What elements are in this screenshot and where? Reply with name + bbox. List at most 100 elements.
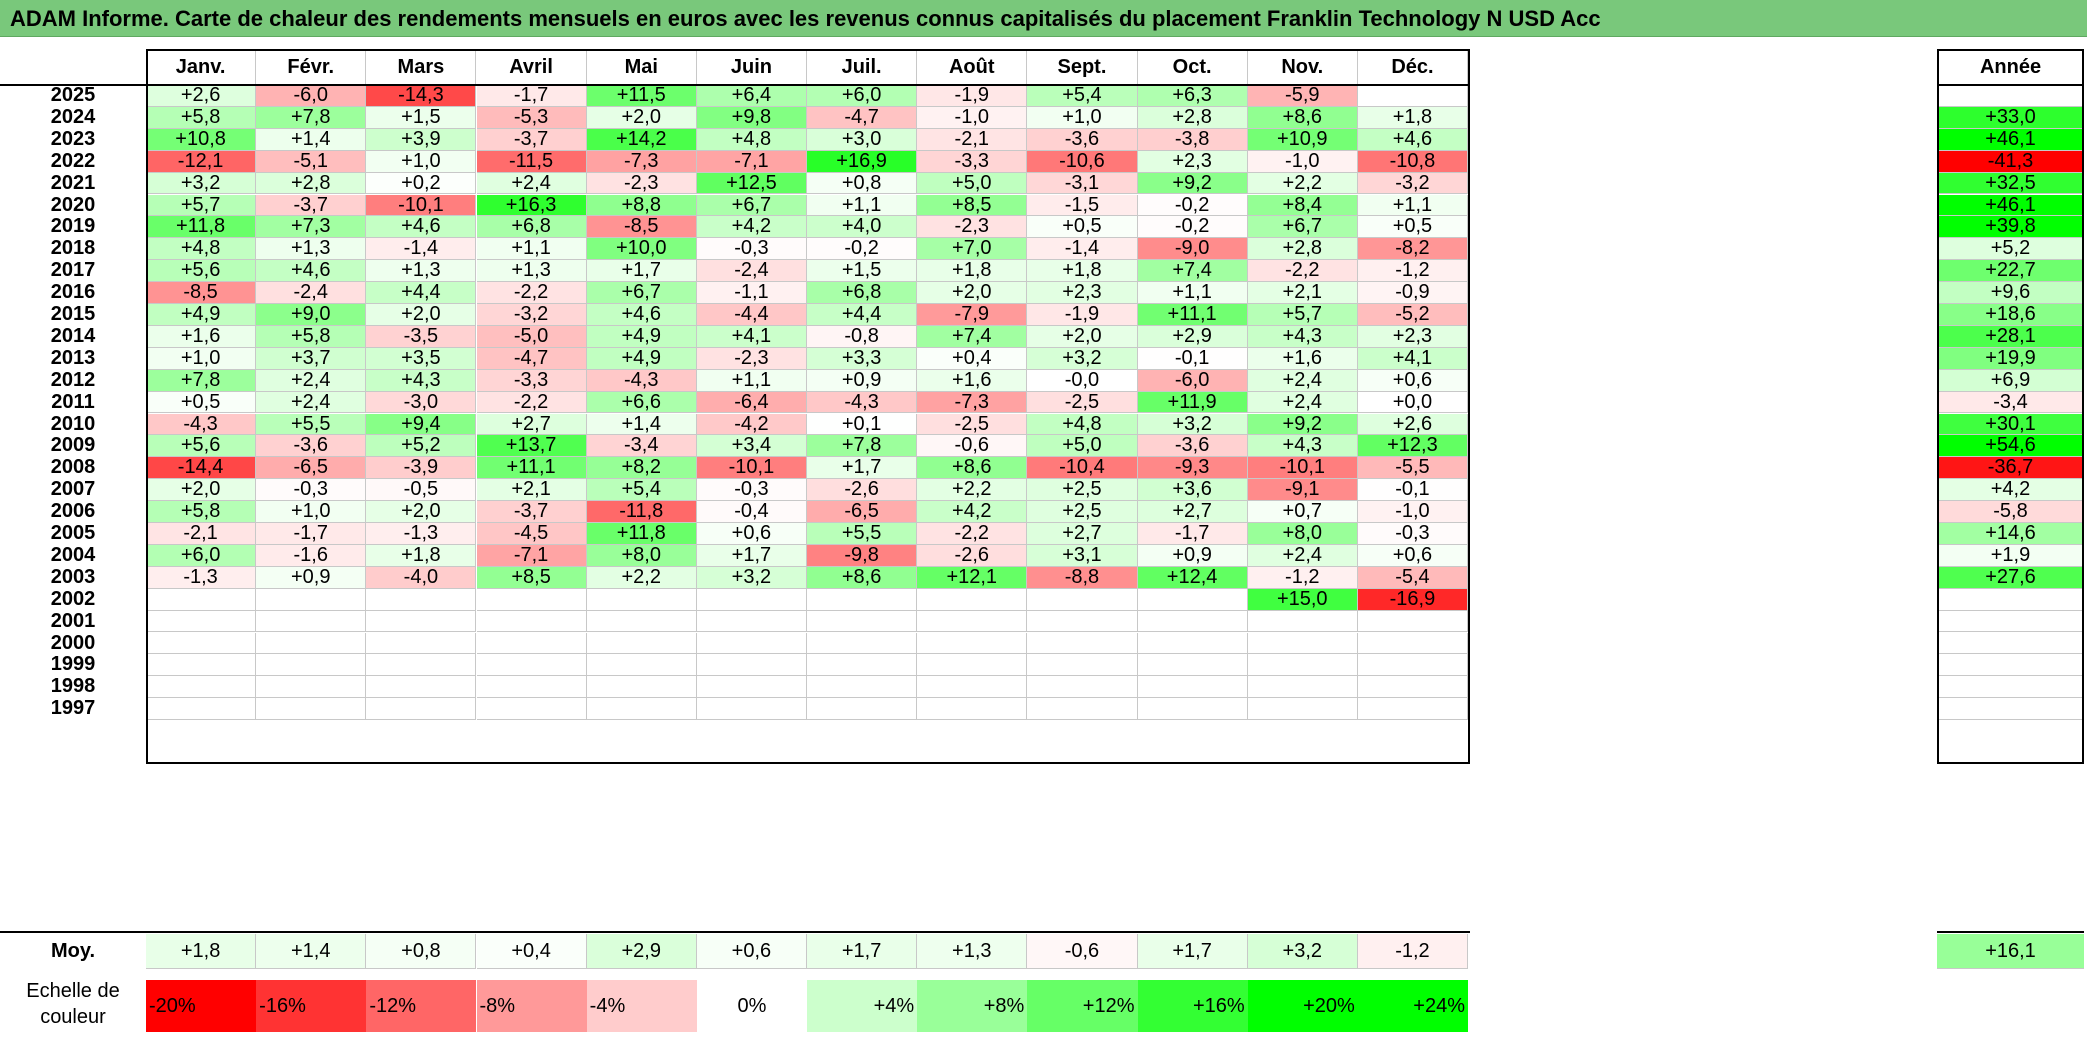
heatmap-cell: +0,5: [1357, 216, 1469, 239]
month-header: Oct.: [1138, 49, 1248, 85]
color-scale-swatch: 0%: [696, 980, 807, 1032]
heatmap-cell: +12,4: [1137, 566, 1248, 589]
heatmap-cell: +2,1: [1247, 282, 1358, 304]
heatmap-cell: -14,3: [366, 85, 477, 107]
heatmap-cell: -14,4: [146, 457, 257, 480]
heatmap-cell: +2,8: [1247, 238, 1358, 261]
heatmap-cell: +0,4: [917, 347, 1028, 370]
month-header: Août: [917, 49, 1028, 85]
heatmap-cell: [696, 632, 807, 655]
average-divider-year: [1937, 931, 2084, 933]
heatmap-cell: +1,8: [1027, 260, 1138, 283]
heatmap-cell: +7,4: [917, 325, 1028, 348]
heatmap-cell: +1,1: [1137, 282, 1248, 304]
heatmap-cell: +0,9: [256, 566, 367, 589]
heatmap-cell: +9,2: [1137, 172, 1248, 195]
heatmap-cell: +6,8: [807, 282, 918, 304]
heatmap-cell: +12,3: [1357, 435, 1469, 458]
heatmap-cell: +8,4: [1247, 194, 1358, 217]
heatmap-cell: +1,5: [807, 260, 918, 283]
heatmap-cell: [476, 632, 587, 655]
heatmap-cell: [586, 676, 697, 699]
heatmap-cell: +6,7: [696, 194, 807, 217]
heatmap-cell: +4,9: [586, 325, 697, 348]
year-label: 2007: [50, 478, 96, 501]
heatmap-cell: -8,5: [586, 216, 697, 239]
heatmap-cell: -10,1: [366, 194, 477, 217]
color-scale-label: Echelle de couleur: [0, 978, 146, 1034]
heatmap-cell: +6,0: [807, 85, 918, 107]
heatmap-cell: +2,0: [1027, 325, 1138, 348]
heatmap-cell: [1247, 676, 1358, 699]
year-label: 2016: [50, 281, 96, 304]
heatmap-cell: -4,4: [696, 304, 807, 326]
heatmap-cell: [256, 632, 367, 655]
report-title: ADAM Informe. Carte de chaleur des rende…: [0, 0, 2087, 37]
year-label: 2008: [50, 456, 96, 479]
heatmap-cell: -8,5: [146, 282, 257, 304]
heatmap-cell: -2,1: [917, 128, 1028, 151]
year-label: 2015: [50, 303, 96, 325]
heatmap-cell: [1027, 588, 1138, 611]
annual-cell: +22,7: [1937, 260, 2084, 283]
heatmap-cell: -1,3: [366, 523, 477, 545]
heatmap-cell: [1247, 698, 1358, 721]
heatmap-cell: [917, 698, 1028, 721]
month-header: Janv.: [146, 49, 257, 85]
annual-cell: +14,6: [1937, 523, 2084, 545]
year-label: 2005: [50, 522, 96, 544]
header-divider-year: [1937, 84, 2084, 86]
heatmap-cell: -0,3: [696, 238, 807, 261]
heatmap-cell: -1,9: [917, 85, 1028, 107]
heatmap-cell: +1,7: [696, 544, 807, 567]
heatmap-cell: +1,7: [586, 260, 697, 283]
color-scale-swatch: -8%: [476, 980, 587, 1032]
heatmap-cell: -3,2: [476, 304, 587, 326]
heatmap-cell: -4,3: [146, 413, 257, 436]
heatmap-cell: -2,6: [807, 479, 918, 502]
heatmap-cell: +6,7: [586, 282, 697, 304]
month-header: Juil.: [807, 49, 918, 85]
heatmap-cell: +11,1: [1137, 304, 1248, 326]
heatmap-cell: -7,3: [586, 150, 697, 173]
heatmap-cell: +3,9: [366, 128, 477, 151]
heatmap-cell: +0,0: [1357, 391, 1469, 414]
annual-cell: [1937, 654, 2084, 677]
heatmap-cell: +11,9: [1137, 391, 1248, 414]
heatmap-cell: -1,7: [1137, 523, 1248, 545]
heatmap-cell: [917, 588, 1028, 611]
heatmap-cell: +0,5: [1027, 216, 1138, 239]
heatmap-cell: +15,0: [1247, 588, 1358, 611]
heatmap-cell: +1,0: [146, 347, 257, 370]
heatmap-cell: +1,0: [366, 150, 477, 173]
heatmap-cell: +7,8: [807, 435, 918, 458]
color-scale-swatch: +4%: [807, 980, 918, 1032]
heatmap-cell: +1,8: [366, 544, 477, 567]
heatmap-cell: +4,9: [146, 304, 257, 326]
heatmap-cell: +2,4: [256, 391, 367, 414]
heatmap-cell: +5,5: [807, 523, 918, 545]
heatmap-cell: +1,3: [256, 238, 367, 261]
heatmap-cell: [917, 610, 1028, 633]
annual-cell: +18,6: [1937, 304, 2084, 326]
heatmap-cell: -5,9: [1247, 85, 1358, 107]
year-label: 2009: [50, 434, 96, 457]
heatmap-cell: -3,4: [586, 435, 697, 458]
heatmap-cell: +5,6: [146, 260, 257, 283]
heatmap-cell: -2,5: [917, 413, 1028, 436]
heatmap-cell: [256, 654, 367, 677]
heatmap-cell: -3,2: [1357, 172, 1469, 195]
year-label: 1999: [50, 653, 96, 676]
heatmap-cell: [1137, 632, 1248, 655]
heatmap-cell: +2,4: [256, 369, 367, 392]
heatmap-cell: +13,7: [476, 435, 587, 458]
heatmap-cell: [696, 698, 807, 721]
year-label: 2021: [50, 171, 96, 194]
heatmap-cell: +4,1: [1357, 347, 1469, 370]
heatmap-cell: +2,3: [1137, 150, 1248, 173]
heatmap-cell: +8,0: [586, 544, 697, 567]
heatmap-cell: [256, 698, 367, 721]
color-scale-swatch: +16%: [1137, 980, 1248, 1032]
color-scale-label-line2: couleur: [40, 1006, 106, 1028]
year-label: 2001: [50, 609, 96, 632]
